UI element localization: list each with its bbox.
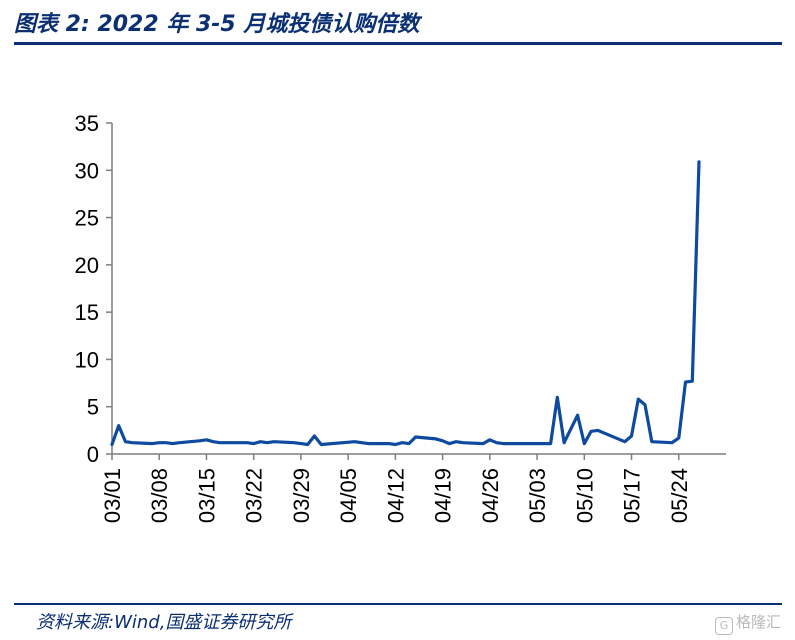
y-tick-label: 20 — [75, 253, 99, 278]
watermark-logo-icon: G — [714, 617, 733, 635]
y-tick-label: 35 — [75, 111, 99, 136]
x-tick-label: 04/26 — [478, 468, 503, 523]
title-divider — [14, 42, 782, 45]
x-tick-label: 04/19 — [431, 468, 456, 523]
line-chart: 0 5 10 15 20 25 30 35 03/01 03/08 03/15 03/22 03/29… — [75, 111, 726, 523]
y-tick-label: 30 — [75, 158, 99, 183]
x-tick-label: 05/03 — [525, 468, 550, 523]
watermark: G 格隆汇 — [714, 611, 781, 635]
y-tick-label: 15 — [75, 300, 99, 325]
x-tick-label: 03/29 — [289, 468, 314, 523]
y-tick-label: 5 — [87, 395, 99, 420]
y-tick-label: 0 — [87, 442, 99, 467]
series-line — [110, 160, 701, 447]
x-tick-label: 03/01 — [100, 468, 125, 523]
y-tick-label: 25 — [75, 206, 99, 231]
figure-title: 图表 2: 2022 年 3-5 月城投债认购倍数 — [14, 12, 420, 37]
y-axis-ticks: 0 5 10 15 20 25 30 35 — [75, 111, 112, 467]
source-divider — [14, 603, 782, 605]
watermark-text: 格隆汇 — [735, 613, 781, 631]
x-tick-label: 05/24 — [667, 468, 692, 523]
x-tick-label: 03/08 — [147, 468, 172, 523]
x-tick-label: 04/12 — [383, 468, 408, 523]
chart-series — [110, 160, 701, 447]
source-note: 资料来源:Wind,国盛证券研究所 — [36, 612, 292, 633]
chart-axes — [111, 123, 726, 455]
x-tick-label: 04/05 — [336, 468, 361, 523]
x-tick-label: 03/15 — [194, 468, 219, 523]
x-tick-label: 05/17 — [620, 468, 645, 523]
x-tick-label: 05/10 — [572, 468, 597, 523]
y-tick-label: 10 — [75, 347, 99, 372]
x-tick-label: 03/22 — [242, 468, 267, 523]
x-axis-ticks: 03/01 03/08 03/15 03/22 03/29 04/05 04/12 04/19… — [100, 454, 692, 523]
